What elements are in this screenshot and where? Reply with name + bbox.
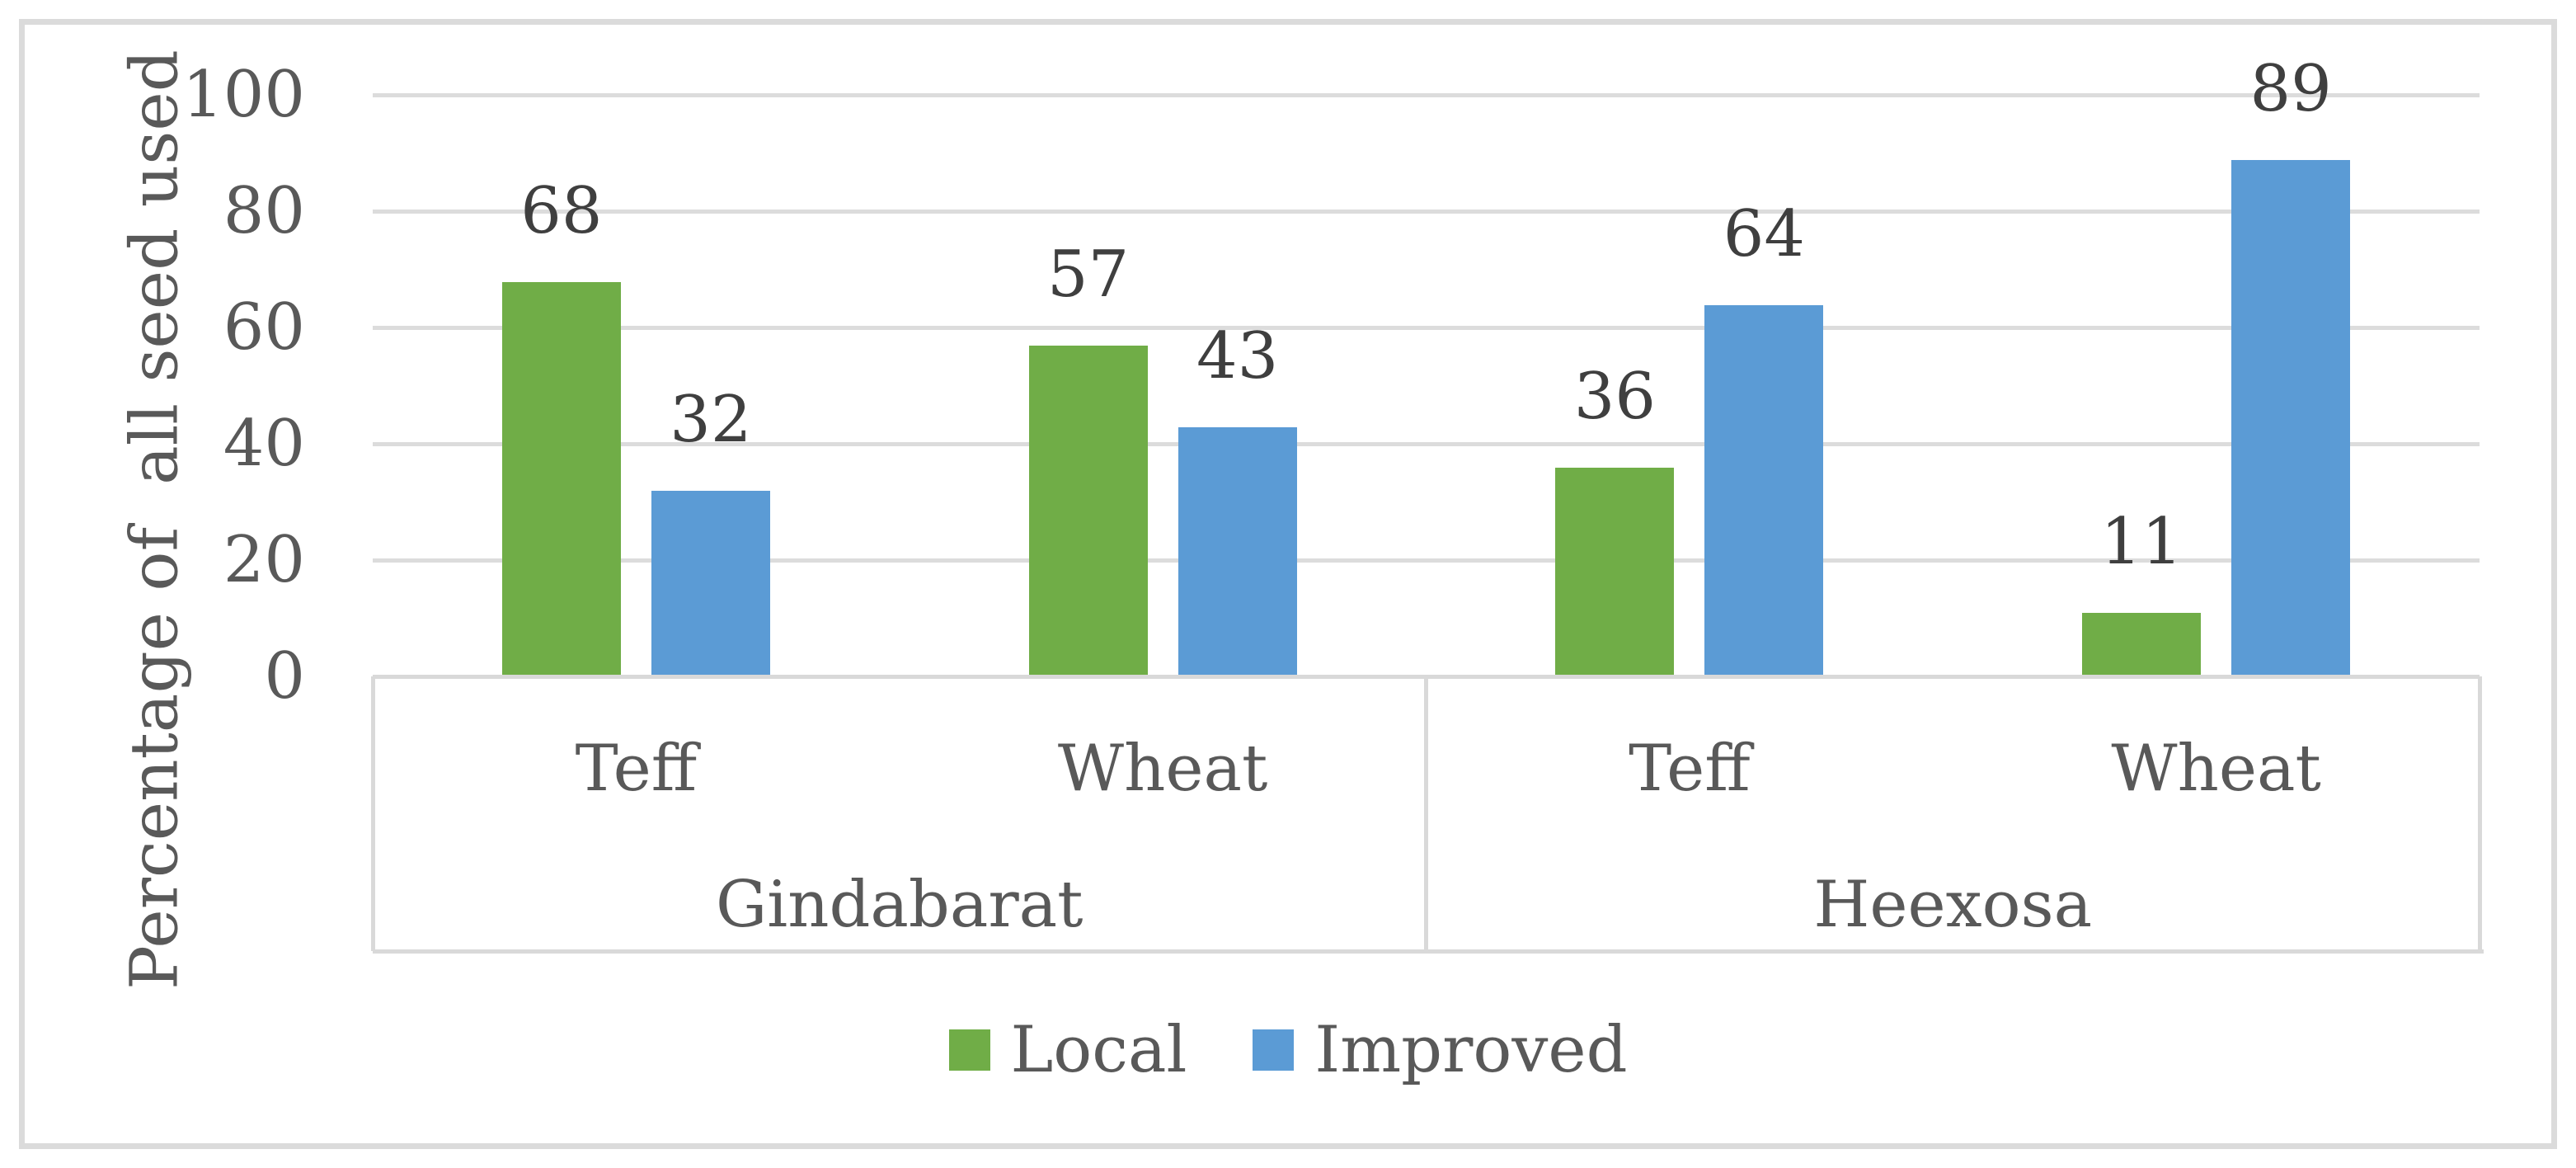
gridline-40 <box>373 441 2480 446</box>
y-tick-label-100: 100 <box>182 58 305 132</box>
data-label-improved-gindabarat-wheat-1: 43 <box>1196 318 1279 393</box>
legend-item-local: Local <box>948 1013 1187 1087</box>
data-label-improved-gindabarat-teff-0: 32 <box>670 383 752 458</box>
bar-improved-heexosa-wheat-3 <box>2231 159 2351 677</box>
gridline-60 <box>373 325 2480 330</box>
bar-improved-heexosa-teff-2 <box>1704 304 1824 677</box>
group-label-gindabarat: Gindabarat <box>716 868 1084 942</box>
y-tick-label-80: 80 <box>223 174 305 248</box>
data-label-local-gindabarat-teff-0: 68 <box>520 173 603 248</box>
legend-swatch-local <box>948 1029 990 1071</box>
bar-improved-gindabarat-wheat-1 <box>1178 426 1297 677</box>
category-table-bottom-line <box>373 949 2484 954</box>
category-label-wheat-3: Wheat <box>2111 732 2321 806</box>
data-label-improved-heexosa-teff-2: 64 <box>1723 196 1806 271</box>
category-table-vertical-line-2 <box>2477 676 2482 951</box>
y-tick-label-40: 40 <box>223 407 305 481</box>
category-table-vertical-line-0 <box>370 676 375 951</box>
bar-local-gindabarat-teff-0 <box>501 281 621 677</box>
category-label-teff-0: Teff <box>575 732 698 806</box>
y-tick-label-0: 0 <box>264 639 305 714</box>
bar-local-gindabarat-wheat-1 <box>1028 346 1148 677</box>
figure-border <box>19 19 2557 1149</box>
bar-local-heexosa-teff-2 <box>1555 468 1675 677</box>
bar-improved-gindabarat-teff-0 <box>651 491 770 677</box>
data-label-local-heexosa-teff-2: 36 <box>1573 360 1657 435</box>
legend-item-improved: Improved <box>1253 1013 1628 1087</box>
legend-label-local: Local <box>1010 1013 1187 1087</box>
data-label-local-gindabarat-wheat-1: 57 <box>1046 238 1130 313</box>
legend-label-improved: Improved <box>1314 1013 1628 1087</box>
y-tick-label-20: 20 <box>223 523 305 597</box>
legend: Local Improved <box>0 1013 2576 1087</box>
gridline-80 <box>373 209 2480 214</box>
data-label-improved-heexosa-wheat-3: 89 <box>2249 51 2332 126</box>
legend-swatch-improved <box>1253 1029 1295 1071</box>
bar-local-heexosa-wheat-3 <box>2082 613 2202 677</box>
gridline-100 <box>373 92 2480 97</box>
category-table-vertical-line-1 <box>1424 676 1428 951</box>
category-label-teff-2: Teff <box>1629 732 1751 806</box>
data-label-local-heexosa-wheat-3: 11 <box>2100 505 2183 580</box>
y-tick-label-60: 60 <box>223 290 305 365</box>
group-label-heexosa: Heexosa <box>1813 868 2093 942</box>
gridline-20 <box>373 558 2480 563</box>
category-label-wheat-1: Wheat <box>1057 732 1268 806</box>
